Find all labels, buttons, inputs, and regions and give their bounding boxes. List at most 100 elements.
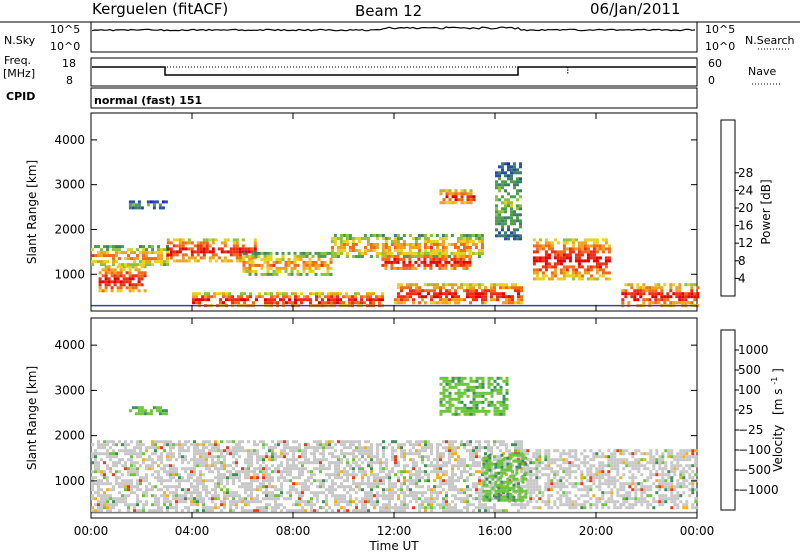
range-cell — [172, 506, 175, 510]
range-cell — [223, 473, 226, 477]
range-cell — [460, 409, 464, 413]
range-cell — [364, 500, 367, 504]
range-cell — [272, 260, 276, 264]
range-cell — [466, 449, 469, 453]
range-cell — [694, 455, 698, 459]
range-cell — [337, 455, 340, 459]
range-cell — [339, 237, 343, 240]
range-cell — [409, 479, 412, 483]
range-cell — [116, 277, 120, 281]
range-cell — [688, 488, 692, 492]
range-cell — [331, 491, 334, 495]
range-cell — [256, 449, 259, 453]
range-cell — [292, 482, 295, 486]
range-cell — [145, 449, 148, 453]
range-cell — [445, 482, 448, 486]
range-cell — [226, 470, 229, 474]
range-cell — [532, 244, 536, 248]
range-cell — [372, 292, 375, 296]
range-cell — [115, 461, 118, 465]
range-cell — [634, 485, 638, 489]
range-cell — [334, 470, 337, 474]
range-cell — [501, 219, 504, 223]
range-cell — [466, 192, 470, 196]
range-cell — [304, 461, 307, 465]
range-cell — [448, 283, 451, 287]
range-cell — [292, 503, 295, 507]
range-cell — [504, 189, 507, 193]
range-cell — [520, 449, 524, 453]
range-cell — [330, 246, 334, 249]
range-cell — [196, 259, 200, 263]
range-cell — [457, 458, 460, 462]
range-cell — [501, 171, 504, 175]
range-cell — [495, 186, 498, 190]
range-cell — [222, 292, 225, 296]
range-cell — [445, 509, 448, 513]
range-cell — [131, 289, 135, 293]
range-cell — [625, 458, 629, 462]
range-cell — [128, 200, 132, 204]
range-cell — [310, 461, 313, 465]
range-cell — [118, 449, 121, 453]
range-cell — [352, 458, 355, 462]
range-cell — [220, 473, 223, 477]
range-cell — [97, 461, 100, 465]
range-cell — [110, 274, 114, 278]
range-cell — [451, 379, 455, 383]
range-cell — [385, 494, 388, 498]
range-cell — [565, 491, 569, 495]
range-cell — [610, 482, 614, 486]
range-cell — [205, 464, 208, 468]
range-cell — [370, 458, 373, 462]
range-cell — [481, 400, 485, 404]
range-cell — [435, 260, 439, 264]
range-cell — [427, 485, 430, 489]
range-cell — [367, 491, 370, 495]
range-cell — [328, 446, 331, 450]
range-cell — [319, 482, 322, 486]
range-cell — [373, 476, 376, 480]
range-cell — [553, 482, 557, 486]
range-cell — [291, 292, 294, 296]
range-cell — [287, 272, 291, 276]
range-cell — [619, 461, 623, 465]
range-cell — [409, 449, 412, 453]
range-cell — [289, 509, 292, 513]
range-cell — [547, 461, 551, 465]
range-cell — [250, 247, 254, 251]
range-cell — [559, 485, 563, 489]
range-cell — [328, 488, 331, 492]
range-cell — [538, 488, 542, 492]
range-cell — [319, 452, 322, 456]
range-cell — [295, 440, 298, 444]
range-cell — [442, 452, 445, 456]
range-cell — [595, 262, 599, 266]
range-cell — [145, 458, 148, 462]
range-cell — [651, 286, 655, 290]
range-cell — [481, 283, 484, 287]
range-cell — [412, 497, 415, 501]
range-cell — [288, 301, 291, 305]
range-cell — [498, 231, 501, 235]
range-cell — [457, 479, 460, 483]
range-cell — [181, 241, 185, 245]
range-cell — [226, 259, 230, 263]
range-cell — [137, 200, 141, 204]
range-cell — [519, 204, 522, 208]
range-cell — [352, 449, 355, 453]
range-cell — [622, 488, 626, 492]
range-cell — [181, 497, 184, 501]
range-cell — [229, 449, 232, 453]
range-cell — [616, 491, 620, 495]
range-cell — [358, 482, 361, 486]
range-cell — [469, 292, 472, 296]
range-cell — [210, 295, 213, 299]
range-cell — [355, 485, 358, 489]
range-cell — [463, 488, 466, 492]
range-cell — [277, 443, 280, 447]
range-cell — [137, 274, 141, 278]
range-cell — [109, 494, 112, 498]
range-cell — [466, 488, 469, 492]
range-cell — [195, 301, 198, 305]
